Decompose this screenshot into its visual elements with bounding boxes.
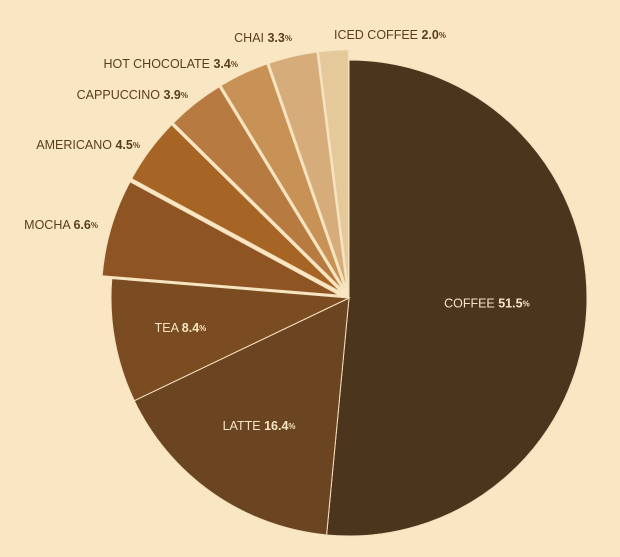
pie-slice-coffee [326, 59, 588, 537]
slice-label-americano: AMERICANO 4.5% [36, 138, 140, 152]
slice-label-iced-coffee: ICED COFFEE 2.0% [334, 28, 446, 42]
pie-labels: COFFEE 51.5% LATTE 16.4% TEA 8.4% MOCHA 6.6… [24, 28, 530, 433]
pie-slice-americano [131, 124, 342, 293]
slice-label-hot-chocolate: HOT CHOCOLATE 3.4% [104, 57, 238, 71]
pie-slice-hot-chocolate [220, 63, 346, 290]
slice-label-mocha: MOCHA 6.6% [24, 218, 98, 232]
pie-slice-tea [110, 278, 351, 402]
pie-slice-chai [268, 51, 348, 289]
pie-slice-cappuccino [172, 86, 344, 291]
slice-label-cappuccino: CAPPUCCINO 3.9% [77, 88, 188, 102]
slice-label-coffee: COFFEE 51.5% [444, 297, 530, 311]
slice-label-chai: CHAI 3.3% [234, 31, 292, 45]
pie-slice-iced-coffee [317, 49, 349, 289]
slice-label-latte: LATTE 16.4% [223, 419, 296, 433]
pie-slice-latte [133, 297, 350, 536]
pie-slices [101, 49, 588, 537]
pie-slice-mocha [101, 181, 340, 296]
slice-label-tea: TEA 8.4% [155, 321, 207, 335]
